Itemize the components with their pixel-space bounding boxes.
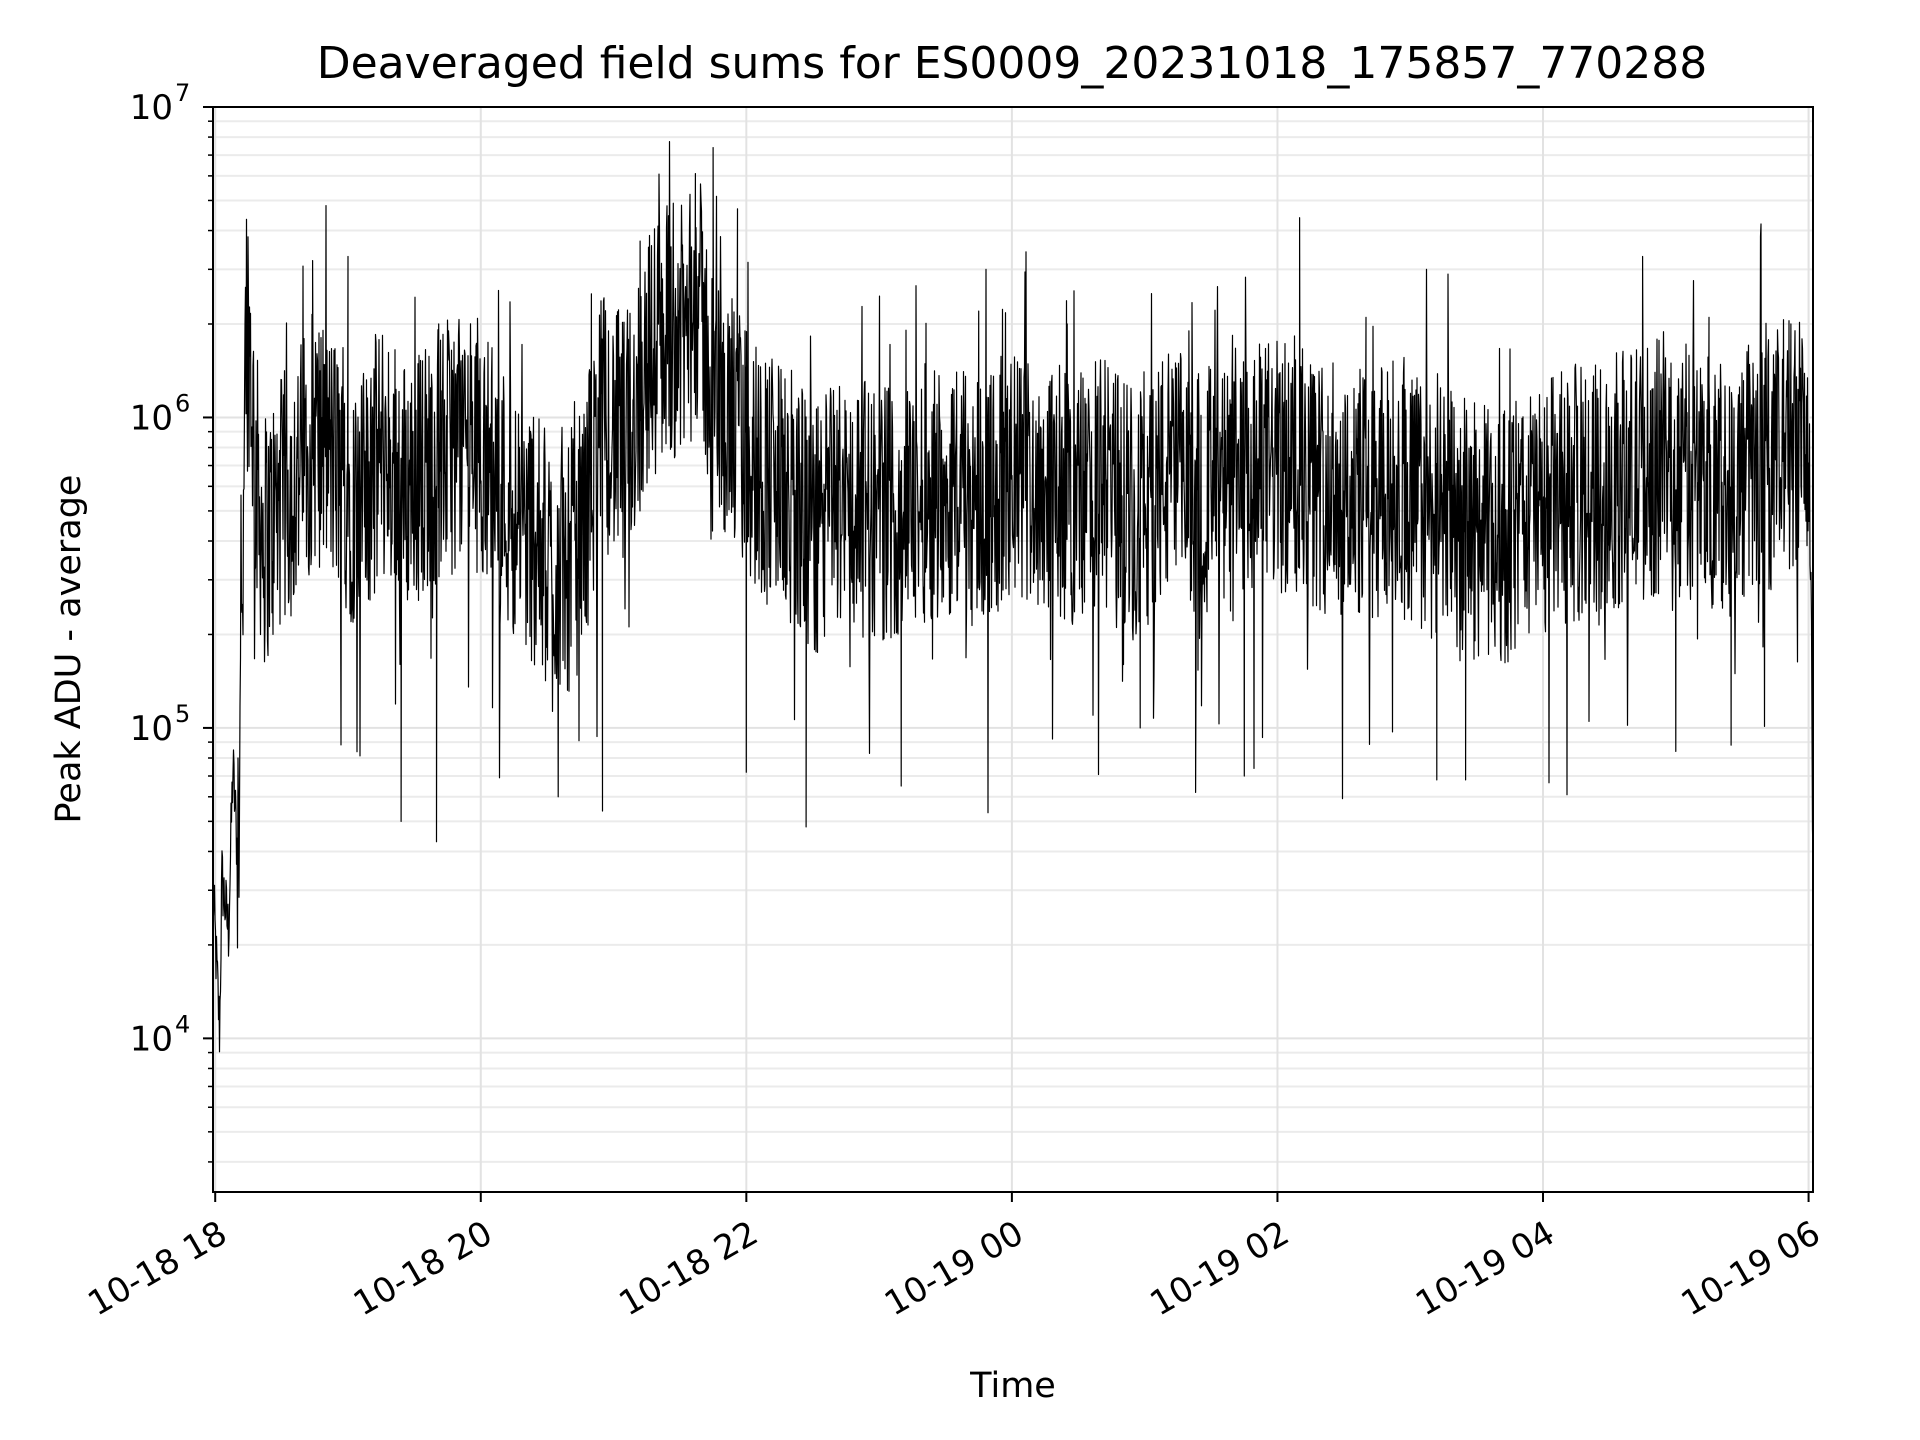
y-tick-label-exponent: 4	[175, 1010, 190, 1038]
chart-title: Deaveraged field sums for ES0009_2023101…	[317, 38, 1708, 89]
y-tick-label: 10	[130, 1019, 173, 1059]
y-axis-label: Peak ADU - average	[49, 475, 89, 824]
series-group	[212, 141, 1814, 1053]
y-tick-label-exponent: 7	[175, 79, 190, 107]
y-tick-label: 10	[130, 709, 173, 749]
x-axis-label: Time	[969, 1366, 1056, 1406]
y-tick-label: 10	[130, 88, 173, 128]
plot-frame	[212, 106, 1814, 1193]
y-tick-label-exponent: 6	[175, 389, 190, 417]
series-line	[212, 141, 1814, 1053]
y-tick-label-exponent: 5	[175, 700, 190, 728]
grid	[213, 106, 1813, 1192]
y-tick-label: 10	[130, 398, 173, 438]
